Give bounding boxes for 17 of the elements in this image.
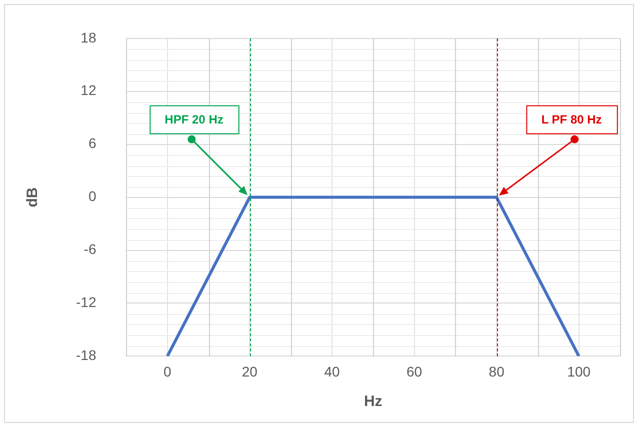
y-tick-label: 0 (88, 188, 96, 204)
ref-line-label: L PF 80 Hz (541, 112, 602, 127)
x-tick-label: 20 (242, 363, 258, 380)
y-axis-title: dB (24, 187, 42, 208)
ref-line-label: HPF 20 Hz (164, 112, 224, 127)
x-tick-label: 60 (406, 363, 422, 380)
y-tick-label: 6 (88, 135, 96, 152)
y-tick-label: -12 (76, 294, 96, 310)
y-tick-label: 18 (80, 29, 96, 46)
x-tick-label: 0 (163, 363, 172, 380)
x-tick-label: 40 (324, 363, 340, 380)
y-tick-label: -18 (76, 347, 96, 364)
y-tick-label: 12 (80, 82, 96, 98)
x-axis-title: Hz (364, 393, 382, 410)
x-tick-label: 80 (488, 363, 505, 380)
y-tick-label: -6 (84, 241, 96, 258)
x-tick-label: 100 (567, 363, 591, 380)
